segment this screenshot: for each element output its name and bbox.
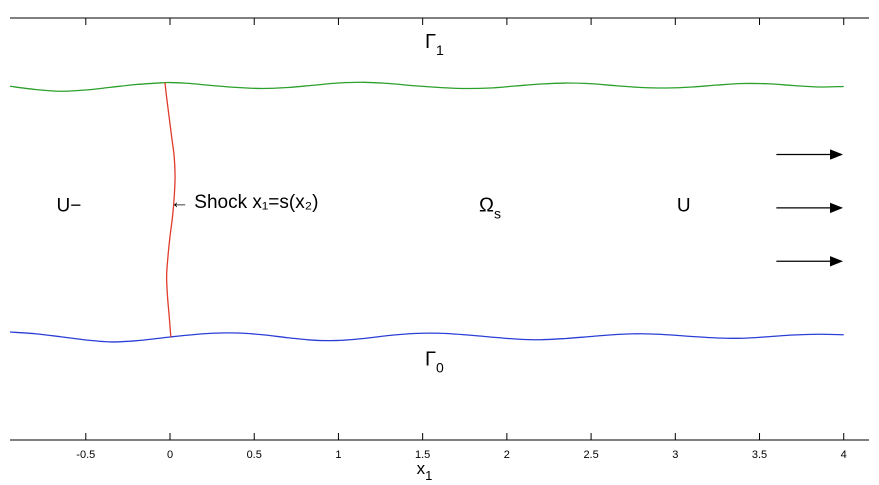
shock-label: ← Shock x₁=s(x₂) [170,192,318,213]
x-tick-label: 4 [841,449,847,461]
lower-boundary-curve [9,331,844,343]
x-tick-label: 3 [672,449,678,461]
gamma1-label: Γ1 [425,31,444,58]
omega-s-label: Ωs [479,195,501,222]
x-tick-label: 2 [504,449,510,461]
flow-arrows [776,149,844,267]
upper-boundary-curve [9,81,844,92]
top-axis-ticks [85,18,845,25]
x-tick-label: 0 [167,449,173,461]
x-tick-label: -0.5 [76,449,95,461]
x-tick-label: 0.5 [247,449,262,461]
x-axis-label: x1 [417,459,433,483]
u-minus-label: U− [57,196,82,217]
x-tick-label: 1.5 [415,449,430,461]
x-tick-label: 1 [335,449,341,461]
gamma0-label: Γ0 [425,349,444,376]
x-tick-label: 3.5 [752,449,767,461]
x-tick-label: 2.5 [583,449,598,461]
x-axis-tick-labels: -0.5 0 0.5 1 1.5 2 2.5 3 3.5 4 [76,449,846,461]
shock-curve [164,82,176,338]
u-label: U [677,196,691,217]
bottom-axis-ticks [85,433,845,440]
